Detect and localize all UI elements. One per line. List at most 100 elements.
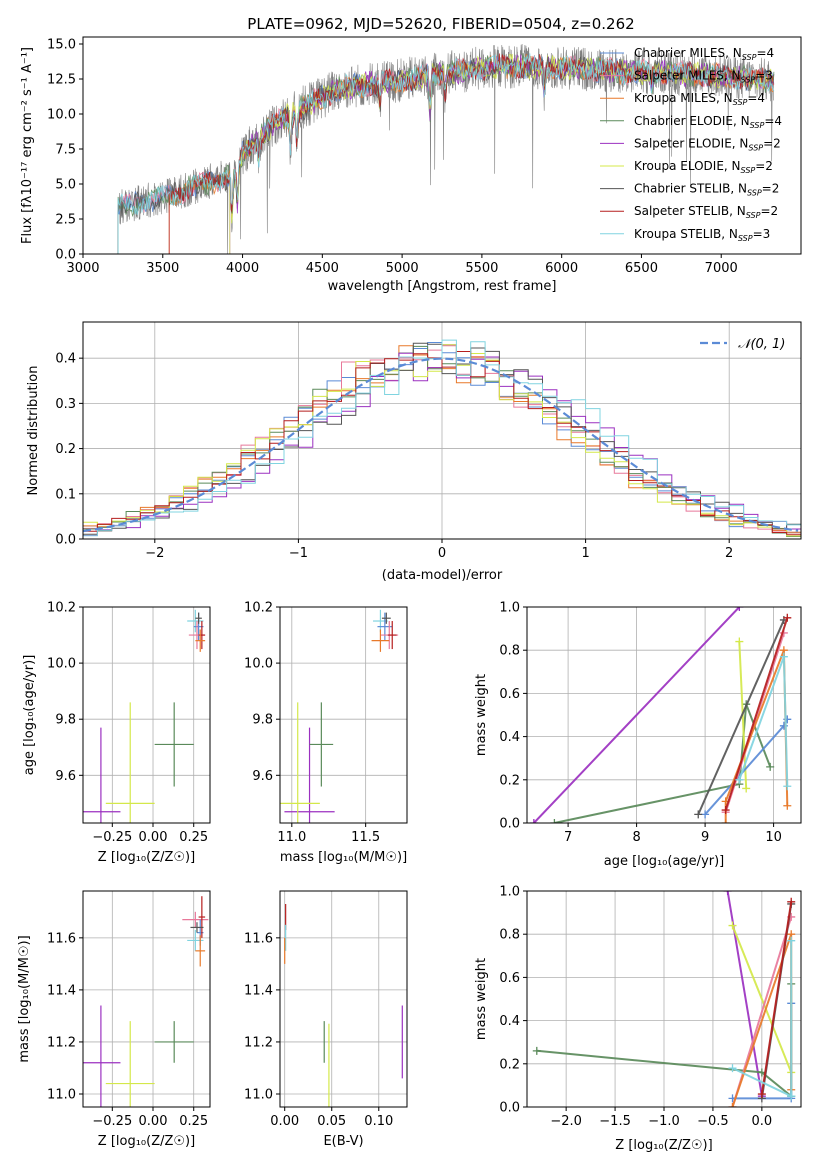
y-tick-label: 11.6 [244,931,273,946]
y-tick-label: 0.8 [499,928,520,943]
y-tick-label: 0.2 [499,1057,520,1072]
mass-weight-marker [783,613,792,622]
residual-histogram [83,339,801,537]
normal-distribution-curve [83,357,799,533]
y-tick-label: 0.3 [55,397,76,412]
y-tick-label: 10.0 [47,108,76,123]
y-axis-label: Flux [fλ10⁻¹⁷ erg cm⁻² s⁻¹ A⁻¹] [20,47,35,244]
x-axis-label: Z [log₁₀(Z/Z☉)] [98,1134,195,1149]
panel-mass-vs-ebv: 0.00 0.05 0.10 11.0 11.2 11.4 11.6 E(B-V) [244,890,408,1149]
plot-area-mass-vs-Z [83,896,209,1107]
plot-area-mass-vs-ebv [284,904,403,1107]
y-tick-label: 10.2 [47,601,76,616]
legend-entry: Kroupa STELIB, NSSP=3 [634,227,770,243]
mass-weight-marker [728,921,737,930]
x-axis-label: Z [log₁₀(Z/Z☉)] [615,1138,712,1153]
mass-weight-line [533,607,741,823]
panel-mass-vs-Z: −0.25 0.00 0.25 11.0 11.2 11.4 11.6 Z [log₁₀(Z/… [17,890,211,1149]
y-tick-label: 0.6 [499,971,520,986]
axes-frame [279,606,408,824]
x-axis-label: E(B-V) [323,1134,363,1149]
y-tick-label: 0.1 [55,487,76,502]
y-tick-label: 11.6 [47,931,76,946]
x-tick-label: 2 [725,546,733,561]
legend-entry: Kroupa ELODIE, NSSP=2 [634,159,773,175]
x-tick-label: 3000 [66,261,99,276]
plot-area-mass-weight-vs-Z [532,891,796,1107]
mass-weight-marker [728,1064,737,1073]
model-spectrum-line [117,53,775,254]
x-axis-label: mass [log₁₀(M/M☉)] [280,850,407,865]
x-tick-label: −0.25 [92,1114,132,1129]
mass-weight-line [724,617,789,811]
x-axis-label: wavelength [Angstrom, rest frame] [328,279,557,294]
panel-spectrum: 3000 3500 4000 4500 5000 5500 6000 6500 7000 0.0 2… [20,36,802,294]
x-axis-label: (data-model)/error [382,568,503,583]
mass-weight-marker [766,762,775,771]
y-tick-label: 11.0 [244,1087,273,1102]
y-tick-label: 0.2 [499,773,520,788]
mass-weight-marker [735,775,744,784]
mass-weight-line [731,925,793,1073]
y-tick-label: 0.4 [499,730,520,745]
y-tick-label: 9.8 [55,713,76,728]
x-tick-label: 4000 [226,261,259,276]
mass-weight-marker [787,936,796,945]
mass-weight-marker [701,810,710,819]
y-tick-label: 12.5 [47,73,76,88]
mass-weight-marker [783,801,792,810]
plot-area-mass-weight-vs-age [529,607,792,823]
x-tick-label: 0 [438,546,446,561]
legend-entry: Salpeter ELODIE, NSSP=2 [634,136,781,152]
y-tick-label: 11.0 [47,1087,76,1102]
x-tick-label: 0.25 [179,830,208,845]
x-tick-label: 0.05 [317,1114,346,1129]
axes-frame [82,606,211,824]
y-axis-label: Normed distribution [26,366,41,496]
y-tick-label: 7.5 [55,143,76,158]
x-tick-label: 0.0 [752,1114,773,1129]
x-tick-label: 3500 [146,261,179,276]
y-tick-label: 0.0 [55,533,76,548]
x-tick-label: 5000 [386,261,419,276]
x-tick-label: 0.00 [139,1114,168,1129]
mass-weight-marker [728,1103,737,1107]
x-tick-label: −2 [145,546,164,561]
mass-weight-marker [779,652,788,661]
x-tick-label: 5500 [465,261,498,276]
x-tick-label: 0.00 [270,1114,299,1129]
y-tick-label: 9.6 [55,769,76,784]
panel-age-vs-mass: 11.0 11.5 9.6 9.8 10.0 10.2 mass [log₁₀(M/M☉)] [244,601,408,865]
axes-frame [82,890,211,1108]
y-tick-label: 9.6 [252,769,273,784]
mass-weight-marker [550,819,559,823]
legend-entry: Chabrier ELODIE, NSSP=4 [634,114,782,130]
axes-frame [82,36,802,255]
y-tick-label: 11.2 [244,1035,273,1050]
mass-weight-marker [783,782,792,791]
y-tick-label: 0.0 [55,248,76,263]
mass-weight-marker [723,891,732,895]
y-tick-label: 1.0 [499,885,520,900]
x-tick-label: −1.0 [648,1114,680,1129]
mass-weight-marker [735,637,744,646]
y-tick-label: 0.2 [55,442,76,457]
y-tick-label: 0.4 [499,1014,520,1029]
spectrum-legend: Chabrier MILES, NSSP=4 Salpeter MILES, NS… [600,46,782,243]
y-tick-label: 11.4 [244,983,273,998]
mass-weight-line [554,703,772,823]
x-tick-label: −1 [289,546,308,561]
x-tick-label: 6000 [545,261,578,276]
y-axis-label: age [log₁₀(age/yr)] [22,655,37,776]
legend-entry: Chabrier STELIB, NSSP=2 [634,182,779,198]
mass-weight-marker [787,1092,796,1101]
panel-age-vs-Z: −0.25 0.00 0.25 9.6 9.8 10.0 10.2 Z [log₁₀(Z/Z☉… [22,601,211,865]
mass-weight-marker [757,1090,766,1099]
y-axis-label: mass [log₁₀(M/M☉)] [17,935,32,1062]
x-axis-label: age [log₁₀(age/yr)] [604,854,725,869]
y-tick-label: 0.6 [499,687,520,702]
residual-histogram [83,351,801,535]
y-tick-label: 11.4 [47,983,76,998]
y-axis-label: mass weight [474,958,489,1040]
normal-legend-label: 𝒩(0, 1) [738,337,785,352]
